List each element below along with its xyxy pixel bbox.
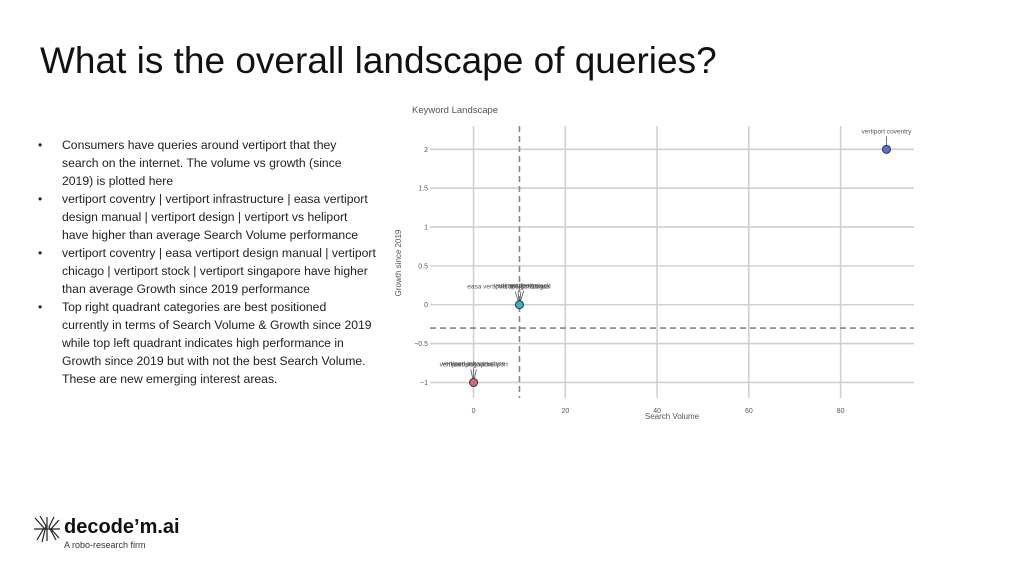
y-tick-label: 1 bbox=[424, 225, 428, 232]
axis-ticks: 0 20 40 60 80 −1 −0.5 0 0.5 1 1.5 2 bbox=[414, 147, 844, 415]
y-tick-label: 0.5 bbox=[418, 263, 428, 270]
x-tick-label: 80 bbox=[837, 408, 845, 415]
x-tick-label: 60 bbox=[745, 408, 753, 415]
y-tick-label: 2 bbox=[424, 147, 428, 154]
x-axis-label: Search Volume bbox=[645, 412, 700, 421]
point-label: vertiport chicago bbox=[499, 284, 547, 291]
logo-name: decode’m.ai bbox=[64, 516, 180, 538]
bullet-item: Top right quadrant categories are best p… bbox=[38, 298, 376, 388]
point-label: vertiport stock bbox=[510, 283, 551, 290]
data-point bbox=[514, 300, 524, 310]
x-tick-label: 20 bbox=[561, 408, 569, 415]
point-label: vertiport infrastructure bbox=[442, 360, 506, 367]
logo-tagline: A robo-research firm bbox=[64, 540, 146, 550]
y-tick-label: −1 bbox=[420, 380, 428, 387]
bullet-item: vertiport coventry | easa vertiport desi… bbox=[38, 244, 376, 298]
point-label: vertiport design bbox=[494, 283, 539, 290]
point-label: vertiport vs heliport bbox=[453, 361, 508, 368]
y-tick-label: 1.5 bbox=[418, 186, 428, 193]
bullet-item: Consumers have queries around vertiport … bbox=[38, 136, 376, 190]
data-point bbox=[469, 377, 479, 387]
y-axis-label: Growth since 2019 bbox=[394, 229, 403, 296]
bullet-item: vertiport coventry | vertiport infrastru… bbox=[38, 190, 376, 244]
point-label: easa vertiport design manual bbox=[467, 284, 551, 291]
point-label: vertiport singapore bbox=[440, 361, 494, 368]
chart-title: Keyword Landscape bbox=[412, 105, 498, 116]
reference-lines bbox=[430, 126, 914, 398]
keyword-landscape-chart: Keyword Landscape 0 20 40 60 80 −1 −0.5 0 0.5 1 1.… bbox=[394, 105, 914, 421]
x-tick-label: 0 bbox=[472, 408, 476, 415]
bullet-list: Consumers have queries around vertiport … bbox=[38, 136, 376, 388]
slide-title: What is the overall landscape of queries… bbox=[40, 40, 717, 81]
x-tick-label: 40 bbox=[653, 408, 661, 415]
data-points: vertiport coventry easa vertiport design … bbox=[440, 128, 913, 387]
y-tick-label: −0.5 bbox=[414, 341, 428, 348]
y-tick-label: 0 bbox=[424, 302, 428, 309]
chart-grid bbox=[430, 126, 914, 398]
data-point bbox=[881, 144, 891, 154]
point-label: vertiport coventry bbox=[862, 128, 913, 135]
logo-mark-icon bbox=[34, 515, 60, 543]
